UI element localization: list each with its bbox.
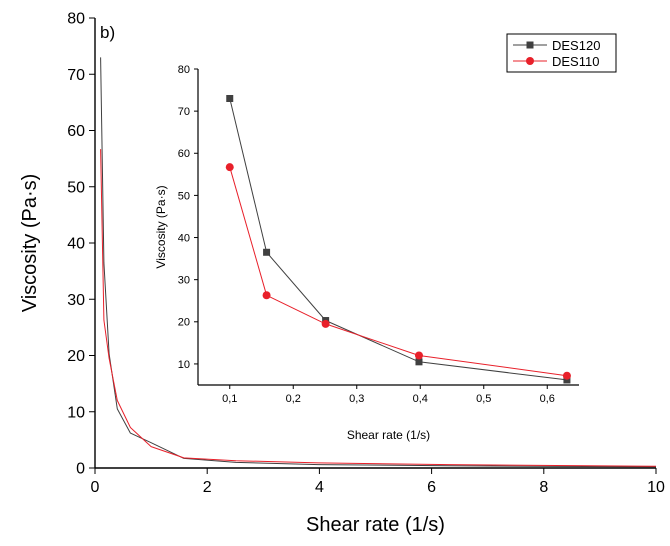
main-series-line-des110 — [100, 149, 657, 467]
inset-plot: 10 20 30 40 50 60 70 80 0,1 0,2 0,3 0,4 0,5 0,6 Shear … — [154, 64, 579, 442]
inset-point-des120 — [226, 94, 234, 102]
legend-label-des110: DES110 — [552, 54, 599, 69]
main-y-tick-label: 70 — [67, 67, 85, 84]
legend-label-des120: DES120 — [552, 38, 600, 53]
main-x-axis-title: Shear rate (1/s) — [306, 514, 445, 536]
inset-y-tick-label: 30 — [178, 275, 190, 287]
main-y-tick-label: 80 — [67, 11, 85, 28]
inset-y-axis-title: Viscosity (Pa·s) — [154, 185, 168, 268]
inset-x-tick-label: 0,5 — [476, 393, 491, 405]
inset-series-line-des120 — [229, 98, 567, 381]
inset-point-des110 — [262, 291, 271, 300]
inset-x-tick-label: 0,3 — [349, 393, 364, 405]
legend-marker-des120 — [526, 41, 534, 49]
main-x-tick-label: 2 — [203, 479, 212, 496]
inset-point-des120 — [263, 248, 271, 256]
legend-box — [506, 33, 617, 73]
inset-point-des120 — [415, 358, 423, 366]
main-x-tick-label: 10 — [647, 479, 665, 496]
main-y-tick-label: 60 — [67, 123, 85, 140]
main-y-tick-label: 40 — [67, 236, 85, 253]
inset-y-tick-label: 80 — [178, 64, 190, 76]
inset-series-line-des110 — [229, 167, 567, 377]
inset-y-tick-label: 20 — [178, 317, 190, 329]
legend-marker-des110 — [526, 57, 534, 65]
inset-y-tick-label: 10 — [178, 359, 190, 371]
main-y-tick-label: 50 — [67, 179, 85, 196]
inset-point-des120 — [563, 376, 571, 384]
inset-point-des110 — [414, 351, 423, 360]
inset-x-tick-label: 0,6 — [540, 393, 555, 405]
main-x-tick-label: 8 — [539, 479, 548, 496]
main-x-tick-label: 0 — [91, 479, 100, 496]
inset-y-tick-label: 40 — [178, 232, 190, 244]
main-plot: 0 10 20 30 40 50 60 70 80 0 2 4 6 8 10 Shear rate (1/s)… — [19, 11, 665, 536]
inset-x-axis-title: Shear rate (1/s) — [347, 428, 430, 442]
inset-y-tick-label: 70 — [178, 106, 190, 118]
main-y-tick-label: 30 — [67, 292, 85, 309]
main-x-tick-label: 6 — [427, 479, 436, 496]
inset-point-des110 — [562, 371, 571, 380]
inset-point-des110 — [321, 319, 330, 328]
inset-x-tick-label: 0,1 — [222, 393, 237, 405]
main-x-tick-label: 4 — [315, 479, 324, 496]
inset-point-des110 — [225, 163, 234, 172]
main-y-tick-label: 10 — [67, 404, 85, 421]
inset-y-tick-label: 60 — [178, 148, 190, 160]
inset-x-tick-label: 0,2 — [286, 393, 301, 405]
panel-label: b) — [100, 23, 115, 42]
main-y-axis-title: Viscosity (Pa·s) — [19, 174, 41, 313]
main-y-tick-label: 20 — [67, 348, 85, 365]
inset-y-tick-label: 50 — [178, 190, 190, 202]
main-y-tick-label: 0 — [76, 461, 85, 478]
inset-x-tick-label: 0,4 — [413, 393, 428, 405]
main-series-line-des120 — [100, 57, 657, 468]
